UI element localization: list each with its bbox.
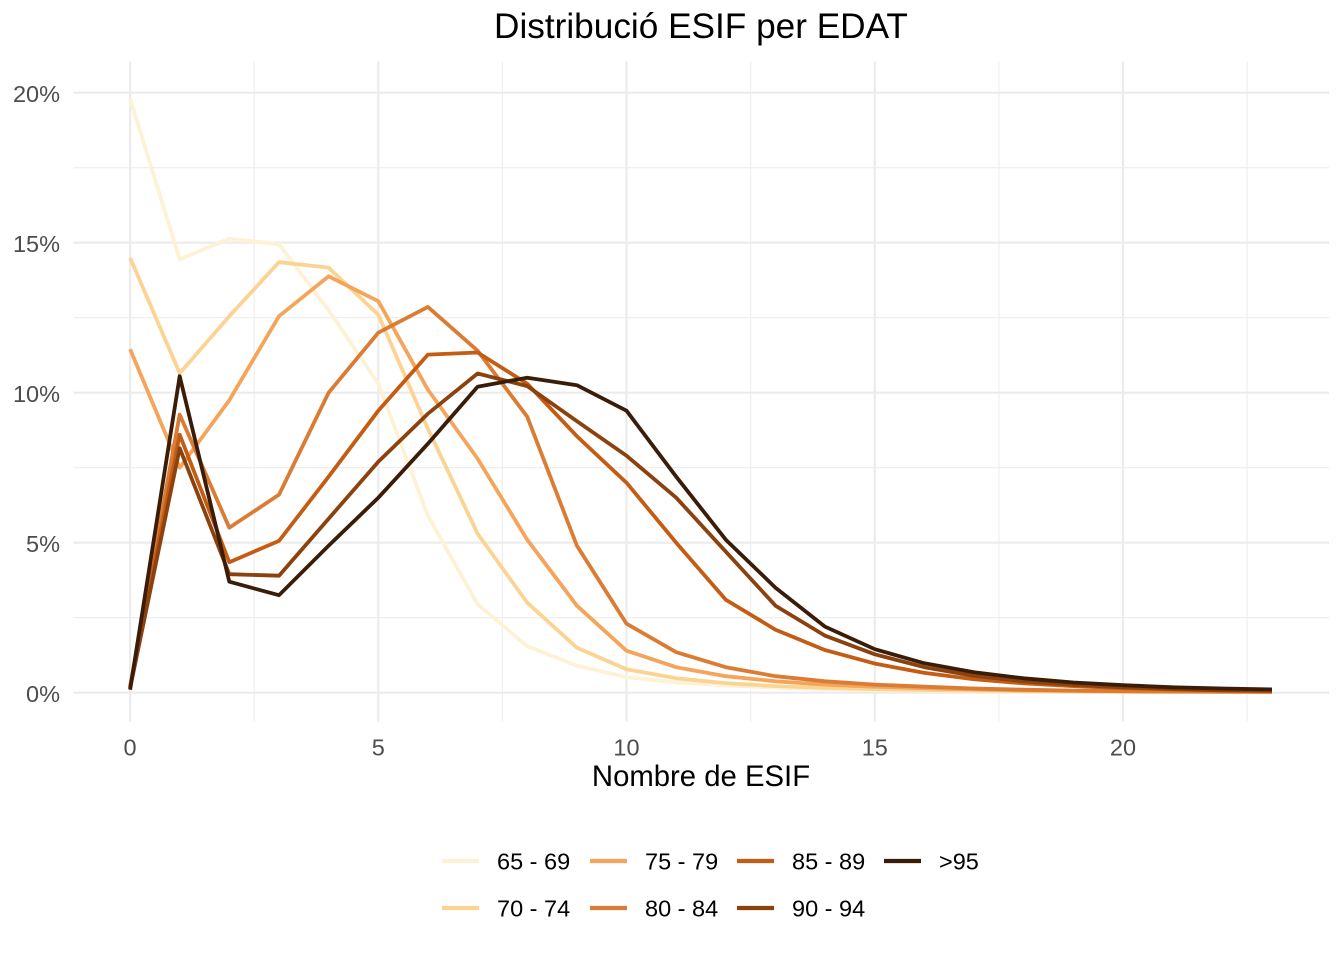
svg-text:0: 0	[124, 734, 137, 760]
svg-text:5: 5	[372, 734, 385, 760]
svg-text:15%: 15%	[13, 231, 60, 257]
svg-text:20: 20	[1110, 734, 1136, 760]
svg-text:75 - 79: 75 - 79	[645, 848, 718, 874]
svg-text:20%: 20%	[13, 81, 60, 107]
svg-text:10: 10	[613, 734, 639, 760]
svg-text:5%: 5%	[26, 531, 60, 557]
svg-text:>95: >95	[939, 848, 979, 874]
svg-text:Nombre de ESIF: Nombre de ESIF	[592, 760, 810, 793]
svg-text:Distribució ESIF per EDAT: Distribució ESIF per EDAT	[494, 7, 908, 46]
svg-text:90 - 94: 90 - 94	[792, 895, 865, 921]
svg-text:70 - 74: 70 - 74	[497, 895, 570, 921]
svg-text:85 - 89: 85 - 89	[792, 848, 865, 874]
svg-text:0%: 0%	[26, 681, 60, 707]
svg-text:65 - 69: 65 - 69	[497, 848, 570, 874]
svg-text:80 - 84: 80 - 84	[645, 895, 718, 921]
svg-text:10%: 10%	[13, 381, 60, 407]
svg-text:15: 15	[862, 734, 888, 760]
